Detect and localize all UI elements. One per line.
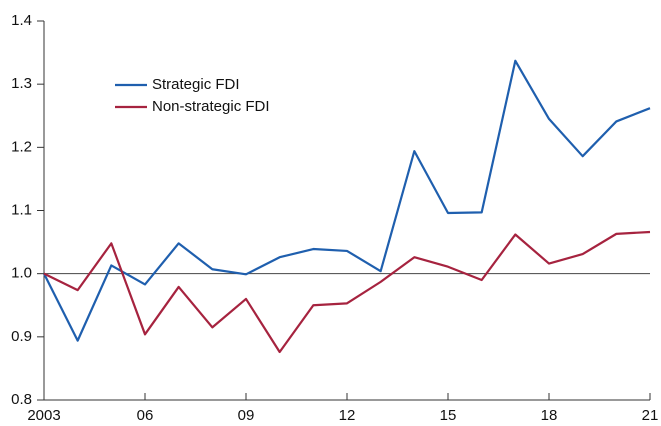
legend-label: Strategic FDI bbox=[152, 76, 240, 93]
legend-label: Non-strategic FDI bbox=[152, 98, 270, 115]
x-tick-label: 21 bbox=[642, 407, 659, 424]
series-line bbox=[43, 230, 651, 354]
y-tick-label: 1.4 bbox=[11, 12, 32, 29]
y-tick-label: 0.8 bbox=[11, 391, 32, 408]
x-tick-label: 2003 bbox=[27, 407, 60, 424]
x-tick-label: 15 bbox=[440, 407, 457, 424]
y-tick-label: 1.0 bbox=[11, 265, 32, 282]
y-tick-label: 1.3 bbox=[11, 75, 32, 92]
x-tick-label: 06 bbox=[137, 407, 154, 424]
y-tick-label: 1.2 bbox=[11, 138, 32, 155]
series-line bbox=[43, 59, 651, 342]
x-tick-label: 12 bbox=[339, 407, 356, 424]
y-tick-label: 1.1 bbox=[11, 201, 32, 218]
x-tick-label: 09 bbox=[238, 407, 255, 424]
y-tick-label: 0.9 bbox=[11, 328, 32, 345]
x-tick-label: 18 bbox=[541, 407, 558, 424]
